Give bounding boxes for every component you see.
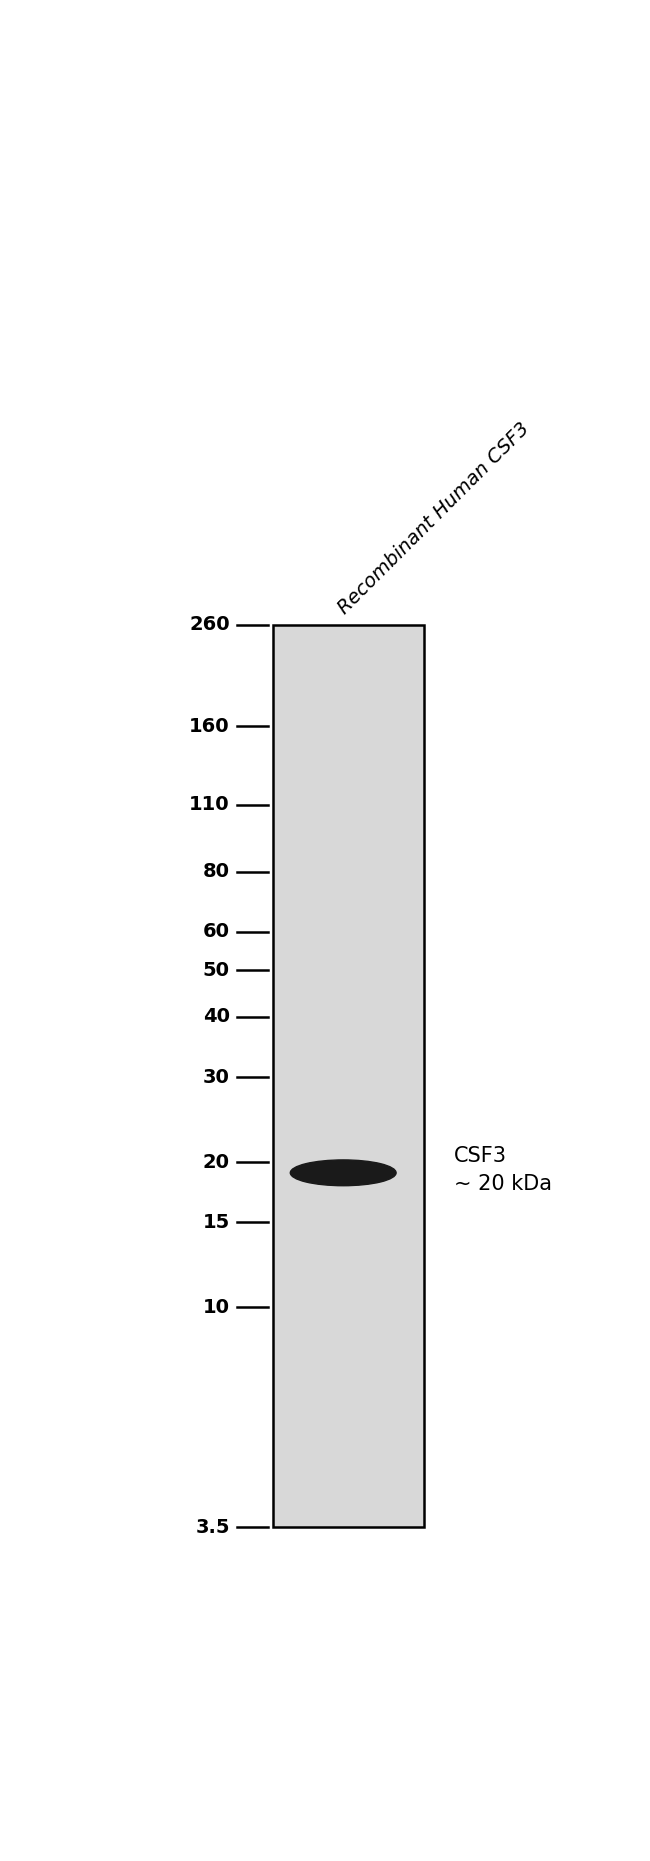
- Text: 40: 40: [203, 1007, 230, 1025]
- Bar: [273, 625, 424, 1528]
- Text: 260: 260: [189, 614, 230, 635]
- Text: 50: 50: [203, 960, 230, 979]
- Text: 80: 80: [203, 862, 230, 880]
- Text: 30: 30: [203, 1068, 230, 1087]
- Text: 20: 20: [203, 1152, 230, 1172]
- Text: 15: 15: [203, 1213, 230, 1232]
- Text: 160: 160: [189, 716, 230, 735]
- Text: 110: 110: [189, 795, 230, 815]
- Text: 10: 10: [203, 1297, 230, 1318]
- Text: 3.5: 3.5: [196, 1519, 230, 1537]
- Ellipse shape: [291, 1159, 396, 1185]
- Text: CSF3: CSF3: [454, 1146, 507, 1165]
- Text: 60: 60: [203, 923, 230, 942]
- Text: ~ 20 kDa: ~ 20 kDa: [454, 1174, 552, 1195]
- Text: Recombinant Human CSF3: Recombinant Human CSF3: [335, 419, 534, 618]
